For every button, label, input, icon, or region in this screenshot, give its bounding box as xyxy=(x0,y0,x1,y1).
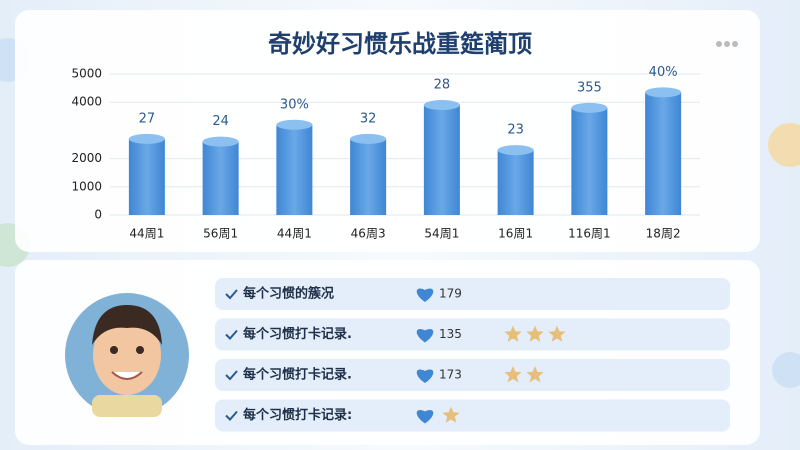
bar xyxy=(128,133,165,215)
bar-cap xyxy=(276,119,313,130)
x-tick-label: 116周1 xyxy=(568,227,611,241)
annotation: 32 xyxy=(360,111,377,126)
bar-body xyxy=(497,150,534,215)
star xyxy=(526,325,544,342)
more-button[interactable] xyxy=(716,41,738,47)
hair xyxy=(92,305,162,345)
y-tick-label: 4000 xyxy=(71,95,102,109)
annotation: 24 xyxy=(212,114,229,129)
row-bg xyxy=(215,399,730,432)
annotation: 23 xyxy=(507,123,524,138)
x-tick-label: 56周1 xyxy=(203,227,238,241)
bar-body xyxy=(571,107,608,215)
x-tick-label: 44周1 xyxy=(277,227,312,241)
list-row[interactable]: 每个习惯打卡记录. 135 xyxy=(215,318,730,351)
row-text: 每个习惯打卡记录. xyxy=(243,326,352,342)
bar-cap xyxy=(128,133,165,144)
decor xyxy=(772,352,800,388)
annotation: 28 xyxy=(434,78,451,93)
x-tick-label: 18周2 xyxy=(646,227,681,241)
row-text: 每个习惯打卡记录: xyxy=(243,407,352,423)
row-count: 135 xyxy=(439,327,462,341)
star xyxy=(526,366,544,383)
eye xyxy=(110,346,118,354)
bar xyxy=(276,119,313,215)
x-tick-label: 46周3 xyxy=(351,227,386,241)
star xyxy=(442,406,460,423)
bar-body xyxy=(645,92,682,215)
bar-body xyxy=(202,141,239,215)
bar-cap xyxy=(645,87,682,98)
star xyxy=(504,325,522,342)
bar-cap xyxy=(571,102,608,113)
bar xyxy=(497,145,534,215)
bar xyxy=(423,100,460,215)
star xyxy=(504,366,522,383)
check xyxy=(225,370,238,381)
bar-cap xyxy=(497,145,534,156)
bar-cap xyxy=(350,133,387,144)
bar-body xyxy=(276,124,313,215)
bar-body xyxy=(128,138,165,215)
row-text: 每个习惯的簇况 xyxy=(243,286,334,302)
check xyxy=(225,329,238,340)
dot xyxy=(716,41,722,47)
heart xyxy=(416,369,434,383)
heart xyxy=(416,410,434,424)
chart-title: 奇妙好习惯乐战重筵蔺顶 xyxy=(268,30,532,58)
y-tick-label: 2000 xyxy=(71,151,102,165)
bar-cap xyxy=(202,136,239,147)
decor xyxy=(768,123,800,167)
row-bg xyxy=(215,278,730,310)
y-tick-label: 1000 xyxy=(71,179,102,193)
list-row[interactable]: 每个习惯的簇况 179 xyxy=(215,278,730,310)
bar xyxy=(202,136,239,215)
star xyxy=(548,325,566,342)
smile xyxy=(111,371,143,380)
check xyxy=(225,410,238,421)
annotation: 30% xyxy=(280,97,309,112)
dot xyxy=(724,41,730,47)
bar xyxy=(571,102,608,215)
eye xyxy=(136,346,144,354)
row-text: 每个习惯打卡记录. xyxy=(243,367,352,383)
bar xyxy=(350,133,387,215)
row-bg xyxy=(215,359,730,391)
row-count: 179 xyxy=(439,287,462,301)
annotation: 355 xyxy=(577,80,602,95)
x-tick-label: 16周1 xyxy=(498,227,533,241)
y-tick-label: 5000 xyxy=(71,67,102,81)
heart xyxy=(416,288,434,302)
row-count: 173 xyxy=(439,368,462,382)
list-row[interactable]: 每个习惯打卡记录: xyxy=(215,399,730,432)
avatar xyxy=(65,293,189,417)
heart xyxy=(416,329,434,343)
face xyxy=(93,315,161,395)
check xyxy=(225,289,238,300)
bar-body xyxy=(350,138,387,215)
list-row[interactable]: 每个习惯打卡记录. 173 xyxy=(215,359,730,391)
bar-body xyxy=(423,105,460,215)
x-tick-label: 54周1 xyxy=(424,227,459,241)
annotation: 40% xyxy=(649,65,678,80)
y-tick-label: 0 xyxy=(94,208,102,222)
shirt xyxy=(92,395,162,417)
bar-cap xyxy=(423,100,460,111)
x-tick-label: 44周1 xyxy=(129,227,164,241)
dot xyxy=(732,41,738,47)
annotation: 27 xyxy=(139,111,156,126)
bar xyxy=(645,87,682,215)
row-bg xyxy=(215,318,730,351)
